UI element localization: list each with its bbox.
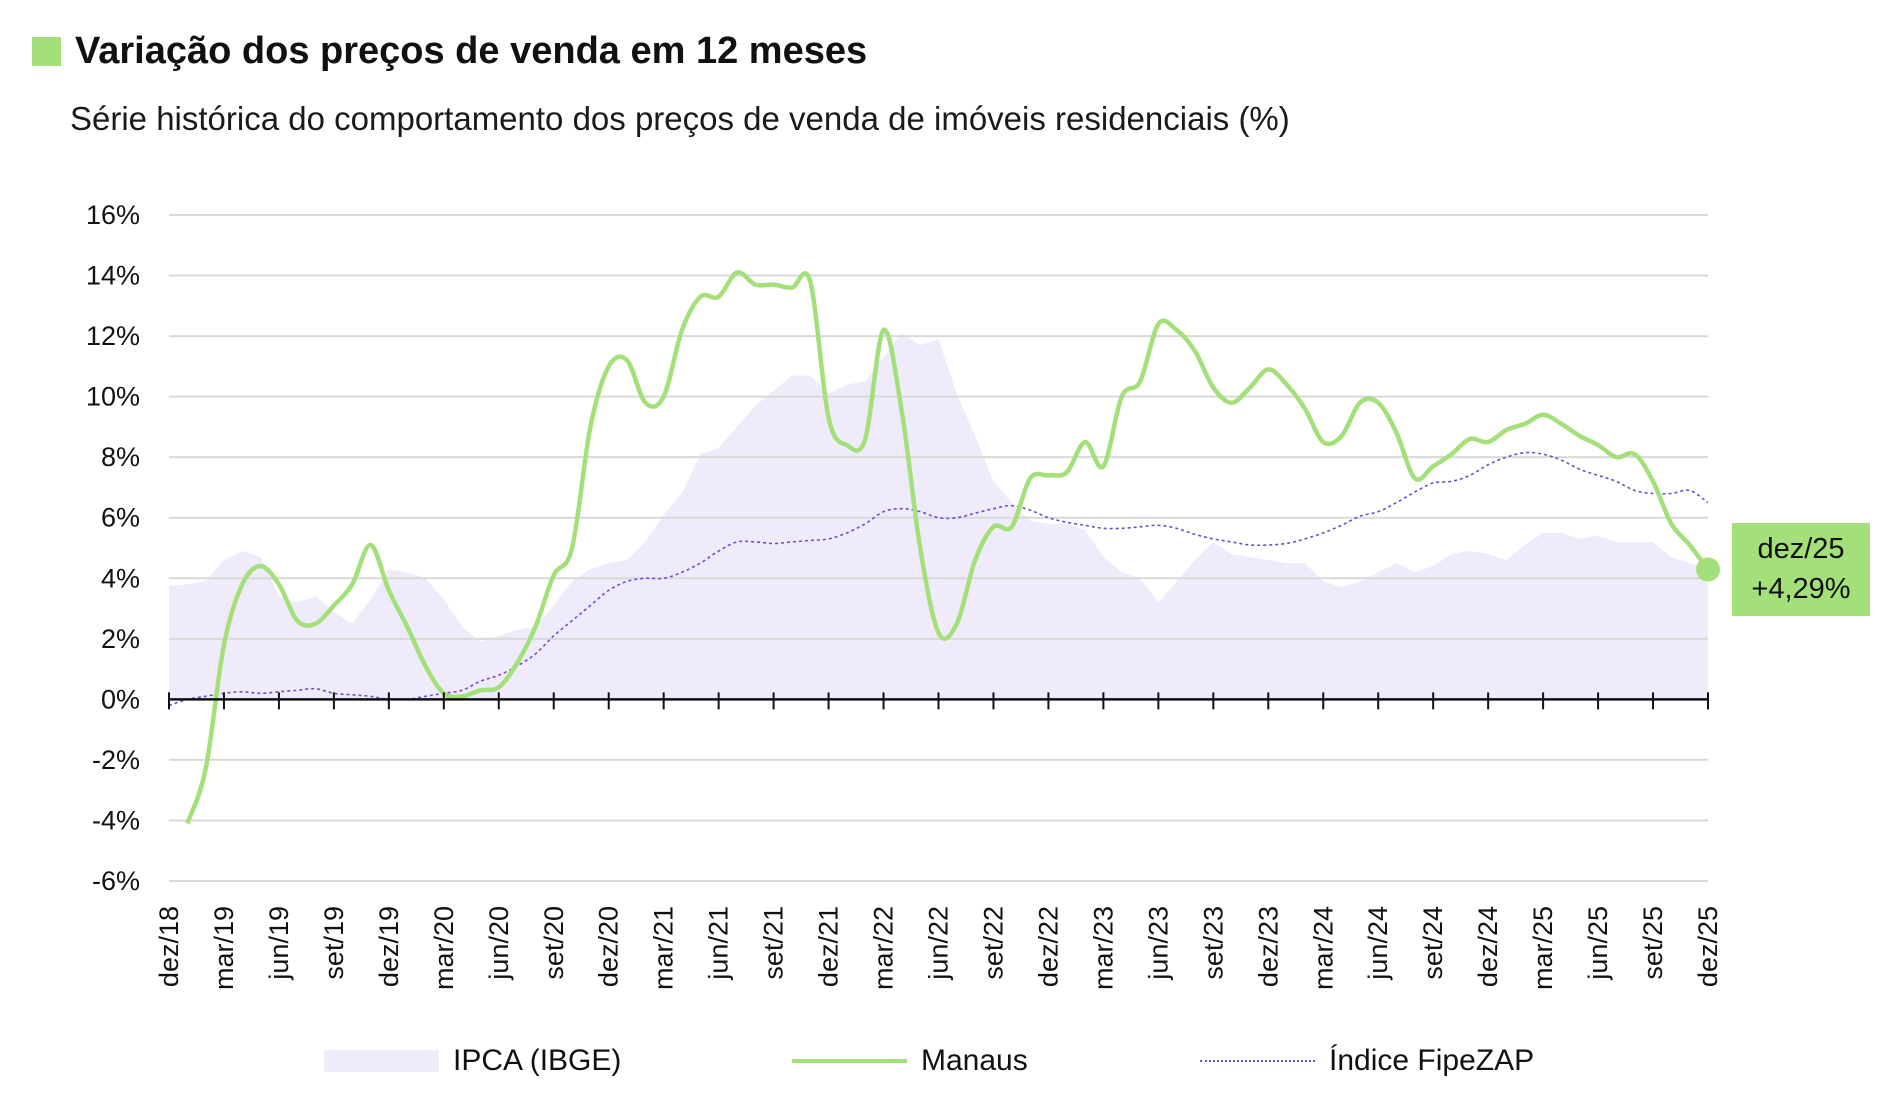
x-tick-label: set/25 bbox=[1638, 906, 1668, 980]
y-tick-label: 16% bbox=[86, 200, 140, 230]
x-tick-label: dez/22 bbox=[1033, 906, 1063, 987]
y-tick-label: 8% bbox=[101, 442, 140, 472]
legend-label: IPCA (IBGE) bbox=[453, 1044, 622, 1077]
chart-title: Variação dos preços de venda em 12 meses bbox=[75, 30, 868, 72]
series-area-ipca bbox=[169, 333, 1708, 700]
x-tick-label: dez/21 bbox=[814, 906, 844, 987]
x-tick-label: dez/20 bbox=[594, 906, 624, 987]
x-tick-label: mar/19 bbox=[209, 906, 239, 990]
last-point-marker bbox=[1696, 557, 1720, 582]
series-line-fipezap bbox=[168, 451, 1709, 707]
x-tick-label: jun/25 bbox=[1583, 906, 1613, 981]
x-tick-label: set/19 bbox=[319, 906, 349, 980]
x-tick-label: mar/20 bbox=[429, 906, 459, 990]
legend-swatch-line bbox=[792, 1059, 907, 1063]
legend-swatch-dotted bbox=[1200, 1060, 1315, 1062]
x-tick-label: jun/24 bbox=[1363, 906, 1393, 981]
x-tick-label: set/24 bbox=[1418, 906, 1448, 980]
x-tick-label: mar/23 bbox=[1088, 906, 1118, 990]
chart-header: Variação dos preços de venda em 12 meses bbox=[32, 30, 867, 73]
x-tick-label: mar/25 bbox=[1528, 906, 1558, 990]
x-tick-label: jun/20 bbox=[484, 906, 514, 981]
title-marker bbox=[32, 37, 61, 66]
callout-value: +4,29% bbox=[1751, 573, 1851, 605]
line-chart: 16% 14% 12% 10% 8% 6% 4% 2% 0% -2% -4% -6% dez/18 mar… bbox=[86, 200, 1723, 990]
x-tick-label: dez/25 bbox=[1693, 906, 1723, 987]
x-tick-label: dez/18 bbox=[154, 906, 184, 987]
callout-date: dez/25 bbox=[1757, 533, 1845, 565]
x-tick-label: set/23 bbox=[1198, 906, 1228, 980]
x-tick-label: dez/24 bbox=[1473, 906, 1503, 987]
x-tick-label: dez/23 bbox=[1253, 906, 1283, 987]
legend-item-ipca: IPCA (IBGE) bbox=[324, 1044, 621, 1078]
x-tick-label: set/22 bbox=[978, 906, 1008, 980]
x-tick-label: set/21 bbox=[759, 906, 789, 980]
x-tick-label: jun/22 bbox=[924, 906, 954, 981]
x-tick-label: dez/19 bbox=[374, 906, 404, 987]
y-tick-label: 2% bbox=[101, 624, 140, 654]
y-tick-label: 14% bbox=[86, 261, 140, 291]
legend-swatch-area bbox=[324, 1050, 439, 1072]
x-tick-label: jun/19 bbox=[264, 906, 294, 981]
x-tick-label: jun/21 bbox=[704, 906, 734, 981]
y-tick-label: 4% bbox=[101, 563, 140, 593]
legend-item-manaus: Manaus bbox=[792, 1044, 1028, 1078]
y-tick-label: 12% bbox=[86, 321, 140, 351]
y-tick-label: 10% bbox=[86, 382, 140, 412]
y-tick-label: 6% bbox=[101, 503, 140, 533]
legend-label: Índice FipeZAP bbox=[1329, 1044, 1535, 1077]
y-tick-label: -6% bbox=[92, 866, 140, 896]
x-tick-label: set/20 bbox=[539, 906, 569, 980]
x-tick-label: mar/22 bbox=[869, 906, 899, 990]
x-tick-label: jun/23 bbox=[1143, 906, 1173, 981]
y-tick-label: 0% bbox=[101, 684, 140, 714]
x-tick-label: mar/21 bbox=[649, 906, 679, 990]
legend-label: Manaus bbox=[921, 1044, 1028, 1077]
chart-subtitle: Série histórica do comportamento dos pre… bbox=[70, 100, 1290, 137]
y-tick-label: -4% bbox=[92, 805, 140, 835]
y-tick-label: -2% bbox=[92, 745, 140, 775]
x-tick-label: mar/24 bbox=[1308, 906, 1338, 990]
legend-item-fipezap: Índice FipeZAP bbox=[1200, 1044, 1534, 1078]
last-value-callout: dez/25 +4,29% bbox=[1732, 523, 1870, 616]
